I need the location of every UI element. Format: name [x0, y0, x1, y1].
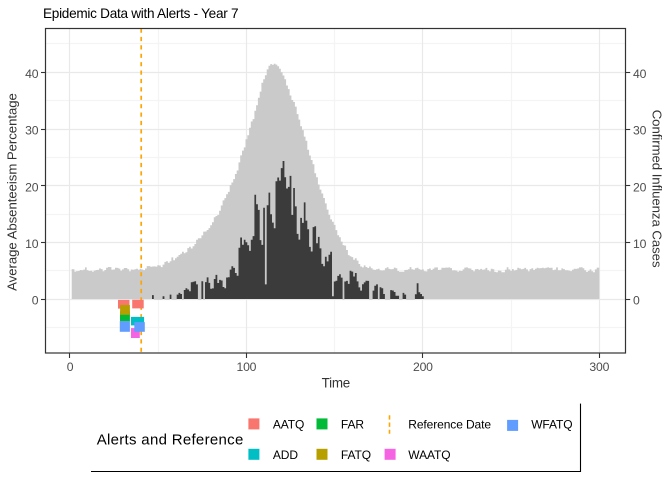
svg-text:Alerts and Reference: Alerts and Reference: [97, 432, 244, 449]
svg-text:FAR: FAR: [341, 418, 364, 432]
svg-text:30: 30: [633, 124, 647, 138]
svg-text:Time: Time: [322, 375, 350, 390]
svg-text:ADD: ADD: [273, 448, 298, 462]
svg-text:WFATQ: WFATQ: [531, 418, 572, 432]
svg-text:WAATQ: WAATQ: [408, 448, 450, 462]
svg-text:40: 40: [25, 67, 39, 81]
svg-text:20: 20: [25, 180, 39, 194]
svg-text:20: 20: [633, 180, 647, 194]
svg-text:Confirmed Influenza Cases: Confirmed Influenza Cases: [650, 110, 665, 268]
svg-text:10: 10: [633, 237, 647, 251]
svg-text:0: 0: [32, 294, 39, 308]
svg-text:30: 30: [25, 124, 39, 138]
svg-text:300: 300: [589, 360, 609, 374]
svg-text:0: 0: [633, 294, 640, 308]
svg-text:Reference Date: Reference Date: [408, 418, 491, 432]
svg-text:AATQ: AATQ: [273, 418, 304, 432]
svg-text:Average Absenteeism Percentage: Average Absenteeism Percentage: [4, 93, 19, 291]
svg-text:40: 40: [633, 67, 647, 81]
svg-text:FATQ: FATQ: [341, 448, 371, 462]
svg-text:0: 0: [67, 360, 74, 374]
svg-text:Epidemic Data with Alerts - Ye: Epidemic Data with Alerts - Year 7: [43, 6, 238, 21]
svg-text:100: 100: [237, 360, 257, 374]
svg-text:10: 10: [25, 237, 39, 251]
svg-text:200: 200: [413, 360, 433, 374]
